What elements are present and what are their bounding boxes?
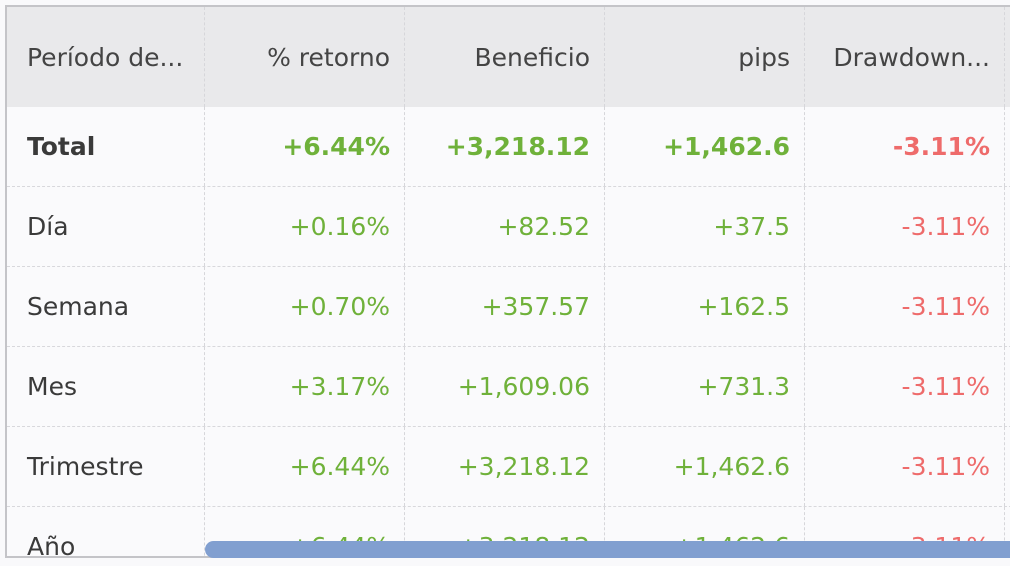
- drawdown-cell: -3.11%: [805, 427, 1005, 506]
- header-profit[interactable]: Beneficio: [405, 7, 605, 107]
- table-row: Semana +0.70% +357.57 +162.5 -3.11%: [7, 267, 1010, 347]
- drawdown-cell: -3.11%: [805, 267, 1005, 346]
- drawdown-cell: -3.11%: [805, 107, 1005, 186]
- horizontal-scrollbar[interactable]: [205, 541, 1010, 558]
- header-drawdown[interactable]: Drawdown...: [805, 7, 1005, 107]
- pips-cell: +1,462.6: [605, 107, 805, 186]
- period-cell: Trimestre: [7, 427, 205, 506]
- pips-cell: +731.3: [605, 347, 805, 426]
- pips-cell: +37.5: [605, 187, 805, 266]
- return-cell: +3.17%: [205, 347, 405, 426]
- header-pips[interactable]: pips: [605, 7, 805, 107]
- table-row: Mes +3.17% +1,609.06 +731.3 -3.11%: [7, 347, 1010, 427]
- period-cell: Año: [7, 507, 205, 556]
- profit-cell: +3,218.12: [405, 427, 605, 506]
- period-cell: Día: [7, 187, 205, 266]
- profit-cell: +357.57: [405, 267, 605, 346]
- return-cell: +0.16%: [205, 187, 405, 266]
- return-cell: +6.44%: [205, 427, 405, 506]
- table-row: Trimestre +6.44% +3,218.12 +1,462.6 -3.11%: [7, 427, 1010, 507]
- header-return[interactable]: % retorno: [205, 7, 405, 107]
- drawdown-cell: -3.11%: [805, 347, 1005, 426]
- period-cell: Mes: [7, 347, 205, 426]
- period-cell: Total: [7, 107, 205, 186]
- profit-cell: +1,609.06: [405, 347, 605, 426]
- table-header: Período de... % retorno Beneficio pips D…: [7, 7, 1010, 107]
- profit-cell: +82.52: [405, 187, 605, 266]
- stats-table: Período de... % retorno Beneficio pips D…: [5, 5, 1010, 558]
- table-row: Total +6.44% +3,218.12 +1,462.6 -3.11%: [7, 107, 1010, 187]
- return-cell: +6.44%: [205, 107, 405, 186]
- pips-cell: +162.5: [605, 267, 805, 346]
- pips-cell: +1,462.6: [605, 427, 805, 506]
- return-cell: +0.70%: [205, 267, 405, 346]
- header-period[interactable]: Período de...: [7, 7, 205, 107]
- period-cell: Semana: [7, 267, 205, 346]
- table-row: Día +0.16% +82.52 +37.5 -3.11%: [7, 187, 1010, 267]
- profit-cell: +3,218.12: [405, 107, 605, 186]
- drawdown-cell: -3.11%: [805, 187, 1005, 266]
